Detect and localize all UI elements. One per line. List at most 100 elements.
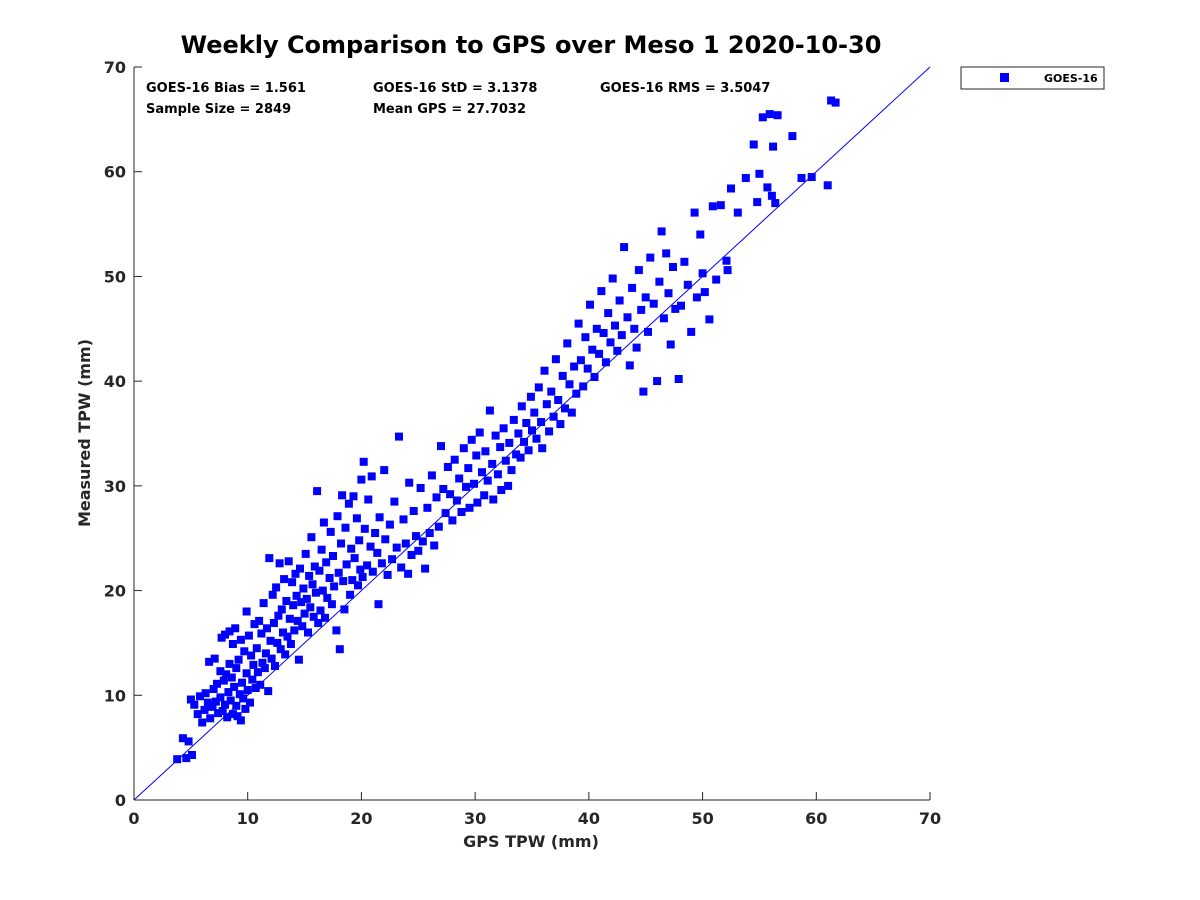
data-point: [558, 371, 567, 380]
data-point: [238, 678, 246, 687]
data-point: [288, 578, 297, 587]
data-point: [289, 601, 298, 610]
data-point: [623, 313, 632, 322]
data-point: [225, 627, 234, 636]
data-point: [664, 289, 673, 298]
data-point: [483, 476, 492, 485]
data-point: [364, 495, 373, 504]
stat-mean-gps: Mean GPS = 27.7032: [373, 102, 526, 117]
data-point: [381, 535, 390, 544]
data-point: [296, 564, 304, 573]
data-point: [252, 644, 261, 653]
data-point: [416, 484, 425, 492]
x-tick-label: 0: [128, 809, 139, 828]
data-point: [617, 331, 626, 340]
data-point: [758, 113, 767, 122]
data-point: [421, 564, 430, 573]
data-point: [273, 638, 282, 647]
data-point: [205, 657, 214, 666]
data-point: [208, 702, 217, 711]
data-points: [173, 96, 840, 764]
stat-rms: GOES-16 RMS = 3.5047: [600, 81, 770, 96]
data-point: [522, 419, 531, 427]
data-point: [265, 554, 274, 563]
data-point: [637, 305, 646, 314]
data-point: [244, 631, 253, 640]
data-point: [430, 541, 439, 550]
data-point: [680, 257, 689, 266]
data-point: [597, 287, 606, 296]
data-point: [232, 701, 241, 710]
data-point: [297, 598, 306, 607]
data-point: [236, 716, 245, 725]
data-point: [414, 546, 423, 555]
data-point: [409, 507, 418, 515]
data-point: [184, 737, 193, 746]
data-point: [567, 408, 576, 417]
x-tick-label: 20: [350, 809, 372, 828]
y-tick-label: 60: [104, 163, 126, 182]
data-point: [457, 508, 466, 516]
data-point: [432, 493, 441, 502]
y-tick-label: 20: [104, 582, 126, 601]
data-point: [504, 481, 513, 490]
data-point: [462, 482, 470, 491]
data-point: [572, 389, 581, 398]
data-point: [712, 275, 721, 284]
data-point: [448, 516, 457, 525]
data-point: [276, 645, 285, 654]
data-point: [371, 529, 380, 537]
data-point: [563, 339, 572, 348]
data-point: [524, 446, 533, 455]
data-point: [493, 470, 502, 479]
data-point: [360, 524, 369, 533]
data-point: [698, 269, 707, 278]
data-point: [366, 542, 375, 551]
data-point: [427, 471, 436, 480]
data-point: [478, 468, 486, 477]
data-point: [674, 375, 683, 383]
data-point: [311, 588, 320, 597]
data-point: [226, 696, 235, 705]
stat-std: GOES-16 StD = 3.1378: [373, 81, 537, 96]
data-point: [314, 619, 323, 627]
data-point: [459, 444, 468, 453]
data-point: [657, 227, 666, 236]
data-point: [632, 343, 641, 352]
data-point: [259, 599, 268, 608]
data-point: [333, 512, 342, 521]
data-point: [256, 680, 265, 689]
data-point: [304, 628, 312, 637]
data-point: [526, 392, 535, 401]
data-point: [608, 274, 617, 283]
data-point: [286, 640, 295, 648]
data-point: [599, 329, 608, 337]
data-point: [282, 597, 291, 605]
data-point: [209, 685, 218, 693]
data-point: [611, 321, 619, 330]
data-point: [271, 662, 279, 670]
data-point: [342, 560, 351, 569]
data-point: [344, 499, 353, 508]
data-point: [307, 533, 316, 542]
data-point: [349, 492, 358, 501]
data-point: [488, 459, 497, 468]
data-point: [198, 718, 207, 727]
data-point: [323, 593, 332, 602]
data-point: [499, 424, 508, 433]
data-point: [242, 607, 251, 616]
data-point: [446, 490, 455, 499]
data-point: [540, 366, 549, 375]
data-point: [299, 584, 308, 593]
x-tick-label: 40: [578, 809, 600, 828]
data-point: [570, 362, 579, 371]
data-point: [705, 315, 714, 324]
x-tick-label: 70: [919, 809, 941, 828]
data-point: [298, 622, 307, 631]
data-point: [741, 174, 750, 182]
y-tick-label: 0: [115, 791, 126, 810]
data-point: [284, 557, 293, 566]
data-point: [326, 527, 335, 536]
data-point: [404, 569, 413, 578]
data-point: [480, 491, 489, 500]
